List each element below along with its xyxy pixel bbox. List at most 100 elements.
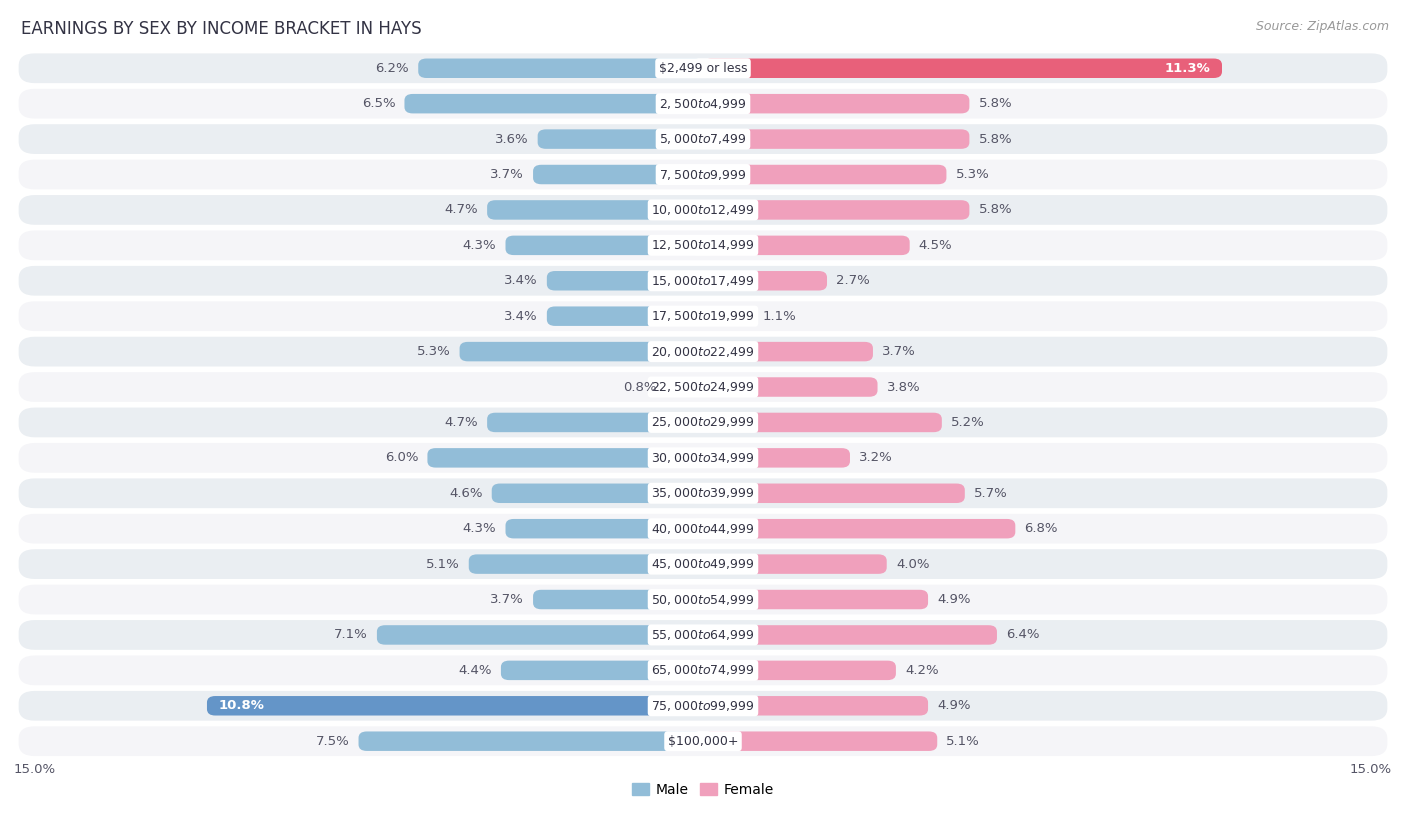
Text: 4.4%: 4.4%: [458, 664, 492, 677]
FancyBboxPatch shape: [703, 200, 969, 220]
FancyBboxPatch shape: [18, 302, 1388, 331]
Text: 7.1%: 7.1%: [335, 628, 368, 641]
Text: Source: ZipAtlas.com: Source: ZipAtlas.com: [1256, 20, 1389, 33]
FancyBboxPatch shape: [492, 484, 703, 503]
Text: 1.1%: 1.1%: [762, 310, 796, 323]
FancyBboxPatch shape: [703, 732, 938, 751]
FancyBboxPatch shape: [703, 341, 873, 361]
FancyBboxPatch shape: [18, 655, 1388, 685]
FancyBboxPatch shape: [359, 732, 703, 751]
Text: 4.6%: 4.6%: [449, 487, 482, 500]
FancyBboxPatch shape: [18, 550, 1388, 579]
FancyBboxPatch shape: [468, 554, 703, 574]
Text: 3.4%: 3.4%: [503, 310, 537, 323]
Text: $2,499 or less: $2,499 or less: [659, 62, 747, 75]
FancyBboxPatch shape: [18, 620, 1388, 650]
Text: 3.7%: 3.7%: [491, 168, 524, 181]
Text: $17,500 to $19,999: $17,500 to $19,999: [651, 309, 755, 324]
FancyBboxPatch shape: [18, 230, 1388, 260]
Text: 3.8%: 3.8%: [887, 380, 921, 393]
Text: 5.8%: 5.8%: [979, 98, 1012, 111]
FancyBboxPatch shape: [18, 89, 1388, 119]
Text: 0.8%: 0.8%: [624, 380, 657, 393]
FancyBboxPatch shape: [506, 519, 703, 538]
FancyBboxPatch shape: [207, 696, 703, 715]
FancyBboxPatch shape: [18, 585, 1388, 615]
FancyBboxPatch shape: [703, 484, 965, 503]
Text: 3.7%: 3.7%: [491, 593, 524, 606]
Text: 3.2%: 3.2%: [859, 451, 893, 464]
Text: 4.7%: 4.7%: [444, 203, 478, 216]
Text: 5.8%: 5.8%: [979, 133, 1012, 146]
FancyBboxPatch shape: [18, 691, 1388, 720]
FancyBboxPatch shape: [703, 448, 851, 467]
Text: 10.8%: 10.8%: [218, 699, 264, 712]
Text: 3.4%: 3.4%: [503, 274, 537, 287]
Text: $100,000+: $100,000+: [668, 735, 738, 748]
Text: 4.3%: 4.3%: [463, 522, 496, 535]
FancyBboxPatch shape: [486, 200, 703, 220]
FancyBboxPatch shape: [506, 236, 703, 255]
Text: 3.7%: 3.7%: [882, 345, 915, 358]
FancyBboxPatch shape: [703, 307, 754, 326]
FancyBboxPatch shape: [703, 165, 946, 185]
FancyBboxPatch shape: [703, 589, 928, 609]
Text: $65,000 to $74,999: $65,000 to $74,999: [651, 663, 755, 677]
FancyBboxPatch shape: [18, 337, 1388, 367]
FancyBboxPatch shape: [486, 413, 703, 433]
Text: 2.7%: 2.7%: [837, 274, 870, 287]
FancyBboxPatch shape: [703, 661, 896, 680]
Text: $40,000 to $44,999: $40,000 to $44,999: [651, 522, 755, 536]
Text: 4.3%: 4.3%: [463, 239, 496, 252]
Text: 6.8%: 6.8%: [1025, 522, 1057, 535]
Text: $55,000 to $64,999: $55,000 to $64,999: [651, 628, 755, 642]
FancyBboxPatch shape: [703, 236, 910, 255]
Text: $7,500 to $9,999: $7,500 to $9,999: [659, 167, 747, 181]
FancyBboxPatch shape: [18, 726, 1388, 756]
Text: $10,000 to $12,499: $10,000 to $12,499: [651, 203, 755, 217]
Text: 4.9%: 4.9%: [938, 699, 970, 712]
FancyBboxPatch shape: [18, 124, 1388, 154]
Text: 6.0%: 6.0%: [385, 451, 418, 464]
Text: $12,500 to $14,999: $12,500 to $14,999: [651, 238, 755, 252]
Text: 11.3%: 11.3%: [1164, 62, 1211, 75]
FancyBboxPatch shape: [405, 94, 703, 114]
Text: 6.5%: 6.5%: [361, 98, 395, 111]
Text: $15,000 to $17,499: $15,000 to $17,499: [651, 274, 755, 288]
FancyBboxPatch shape: [703, 271, 827, 290]
Text: 5.3%: 5.3%: [956, 168, 990, 181]
Text: $25,000 to $29,999: $25,000 to $29,999: [651, 415, 755, 429]
FancyBboxPatch shape: [18, 266, 1388, 296]
FancyBboxPatch shape: [703, 377, 877, 397]
Text: $75,000 to $99,999: $75,000 to $99,999: [651, 699, 755, 713]
Text: 5.8%: 5.8%: [979, 203, 1012, 216]
Legend: Male, Female: Male, Female: [633, 783, 773, 797]
FancyBboxPatch shape: [703, 519, 1015, 538]
Text: 5.1%: 5.1%: [426, 558, 460, 571]
Text: 5.1%: 5.1%: [946, 735, 980, 748]
Text: 5.2%: 5.2%: [950, 416, 984, 429]
Text: $2,500 to $4,999: $2,500 to $4,999: [659, 97, 747, 111]
FancyBboxPatch shape: [703, 554, 887, 574]
Text: $22,500 to $24,999: $22,500 to $24,999: [651, 380, 755, 394]
Text: 4.9%: 4.9%: [938, 593, 970, 606]
FancyBboxPatch shape: [18, 407, 1388, 437]
FancyBboxPatch shape: [666, 377, 703, 397]
Text: $35,000 to $39,999: $35,000 to $39,999: [651, 486, 755, 500]
FancyBboxPatch shape: [427, 448, 703, 467]
FancyBboxPatch shape: [377, 625, 703, 645]
Text: 4.2%: 4.2%: [905, 664, 939, 677]
FancyBboxPatch shape: [501, 661, 703, 680]
FancyBboxPatch shape: [18, 372, 1388, 402]
Text: 6.4%: 6.4%: [1007, 628, 1039, 641]
Text: 4.5%: 4.5%: [920, 239, 952, 252]
FancyBboxPatch shape: [703, 94, 969, 114]
FancyBboxPatch shape: [547, 307, 703, 326]
FancyBboxPatch shape: [703, 413, 942, 433]
FancyBboxPatch shape: [703, 59, 1222, 78]
FancyBboxPatch shape: [418, 59, 703, 78]
Text: 4.7%: 4.7%: [444, 416, 478, 429]
Text: $20,000 to $22,499: $20,000 to $22,499: [651, 345, 755, 359]
FancyBboxPatch shape: [18, 514, 1388, 544]
Text: $5,000 to $7,499: $5,000 to $7,499: [659, 132, 747, 146]
